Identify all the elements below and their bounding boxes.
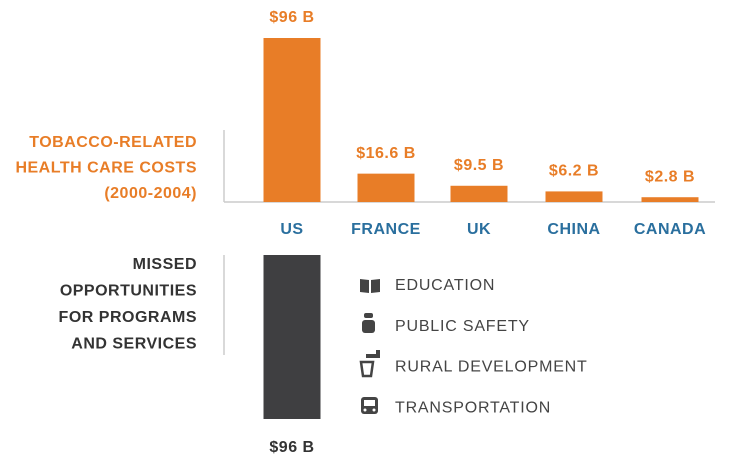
section-label: AND SERVICES [71, 336, 197, 353]
section-label: FOR PROGRAMS [59, 309, 197, 326]
category-label: UK [467, 221, 491, 238]
public-safety-icon [362, 313, 375, 333]
bar [263, 38, 321, 202]
value-label: $9.5 B [454, 157, 504, 174]
value-label: $16.6 B [356, 145, 416, 162]
bar [357, 173, 415, 202]
section-label: HEALTH CARE COSTS [15, 160, 197, 177]
service-item: TRANSPORTATION [395, 399, 551, 416]
section-label: (2000-2004) [104, 185, 197, 202]
value-label: $2.8 B [645, 168, 695, 185]
section-label: MISSED [133, 256, 197, 273]
value-label: $96 B [269, 439, 314, 456]
transportation-icon [361, 397, 378, 414]
category-label: CHINA [547, 221, 600, 238]
section-label: TOBACCO-RELATED [29, 134, 197, 151]
rural-development-icon [359, 350, 380, 378]
bar [545, 191, 603, 202]
service-item: PUBLIC SAFETY [395, 318, 530, 335]
service-item: EDUCATION [395, 277, 495, 294]
bar [263, 255, 321, 419]
value-label: $96 B [269, 9, 314, 26]
category-label: FRANCE [351, 221, 421, 238]
category-label: US [280, 221, 303, 238]
service-item: RURAL DEVELOPMENT [395, 359, 588, 376]
category-label: CANADA [634, 221, 706, 238]
bar [450, 185, 508, 202]
value-label: $6.2 B [549, 163, 599, 180]
section-label: OPPORTUNITIES [60, 283, 197, 300]
bar [641, 197, 699, 202]
education-icon [360, 279, 380, 293]
